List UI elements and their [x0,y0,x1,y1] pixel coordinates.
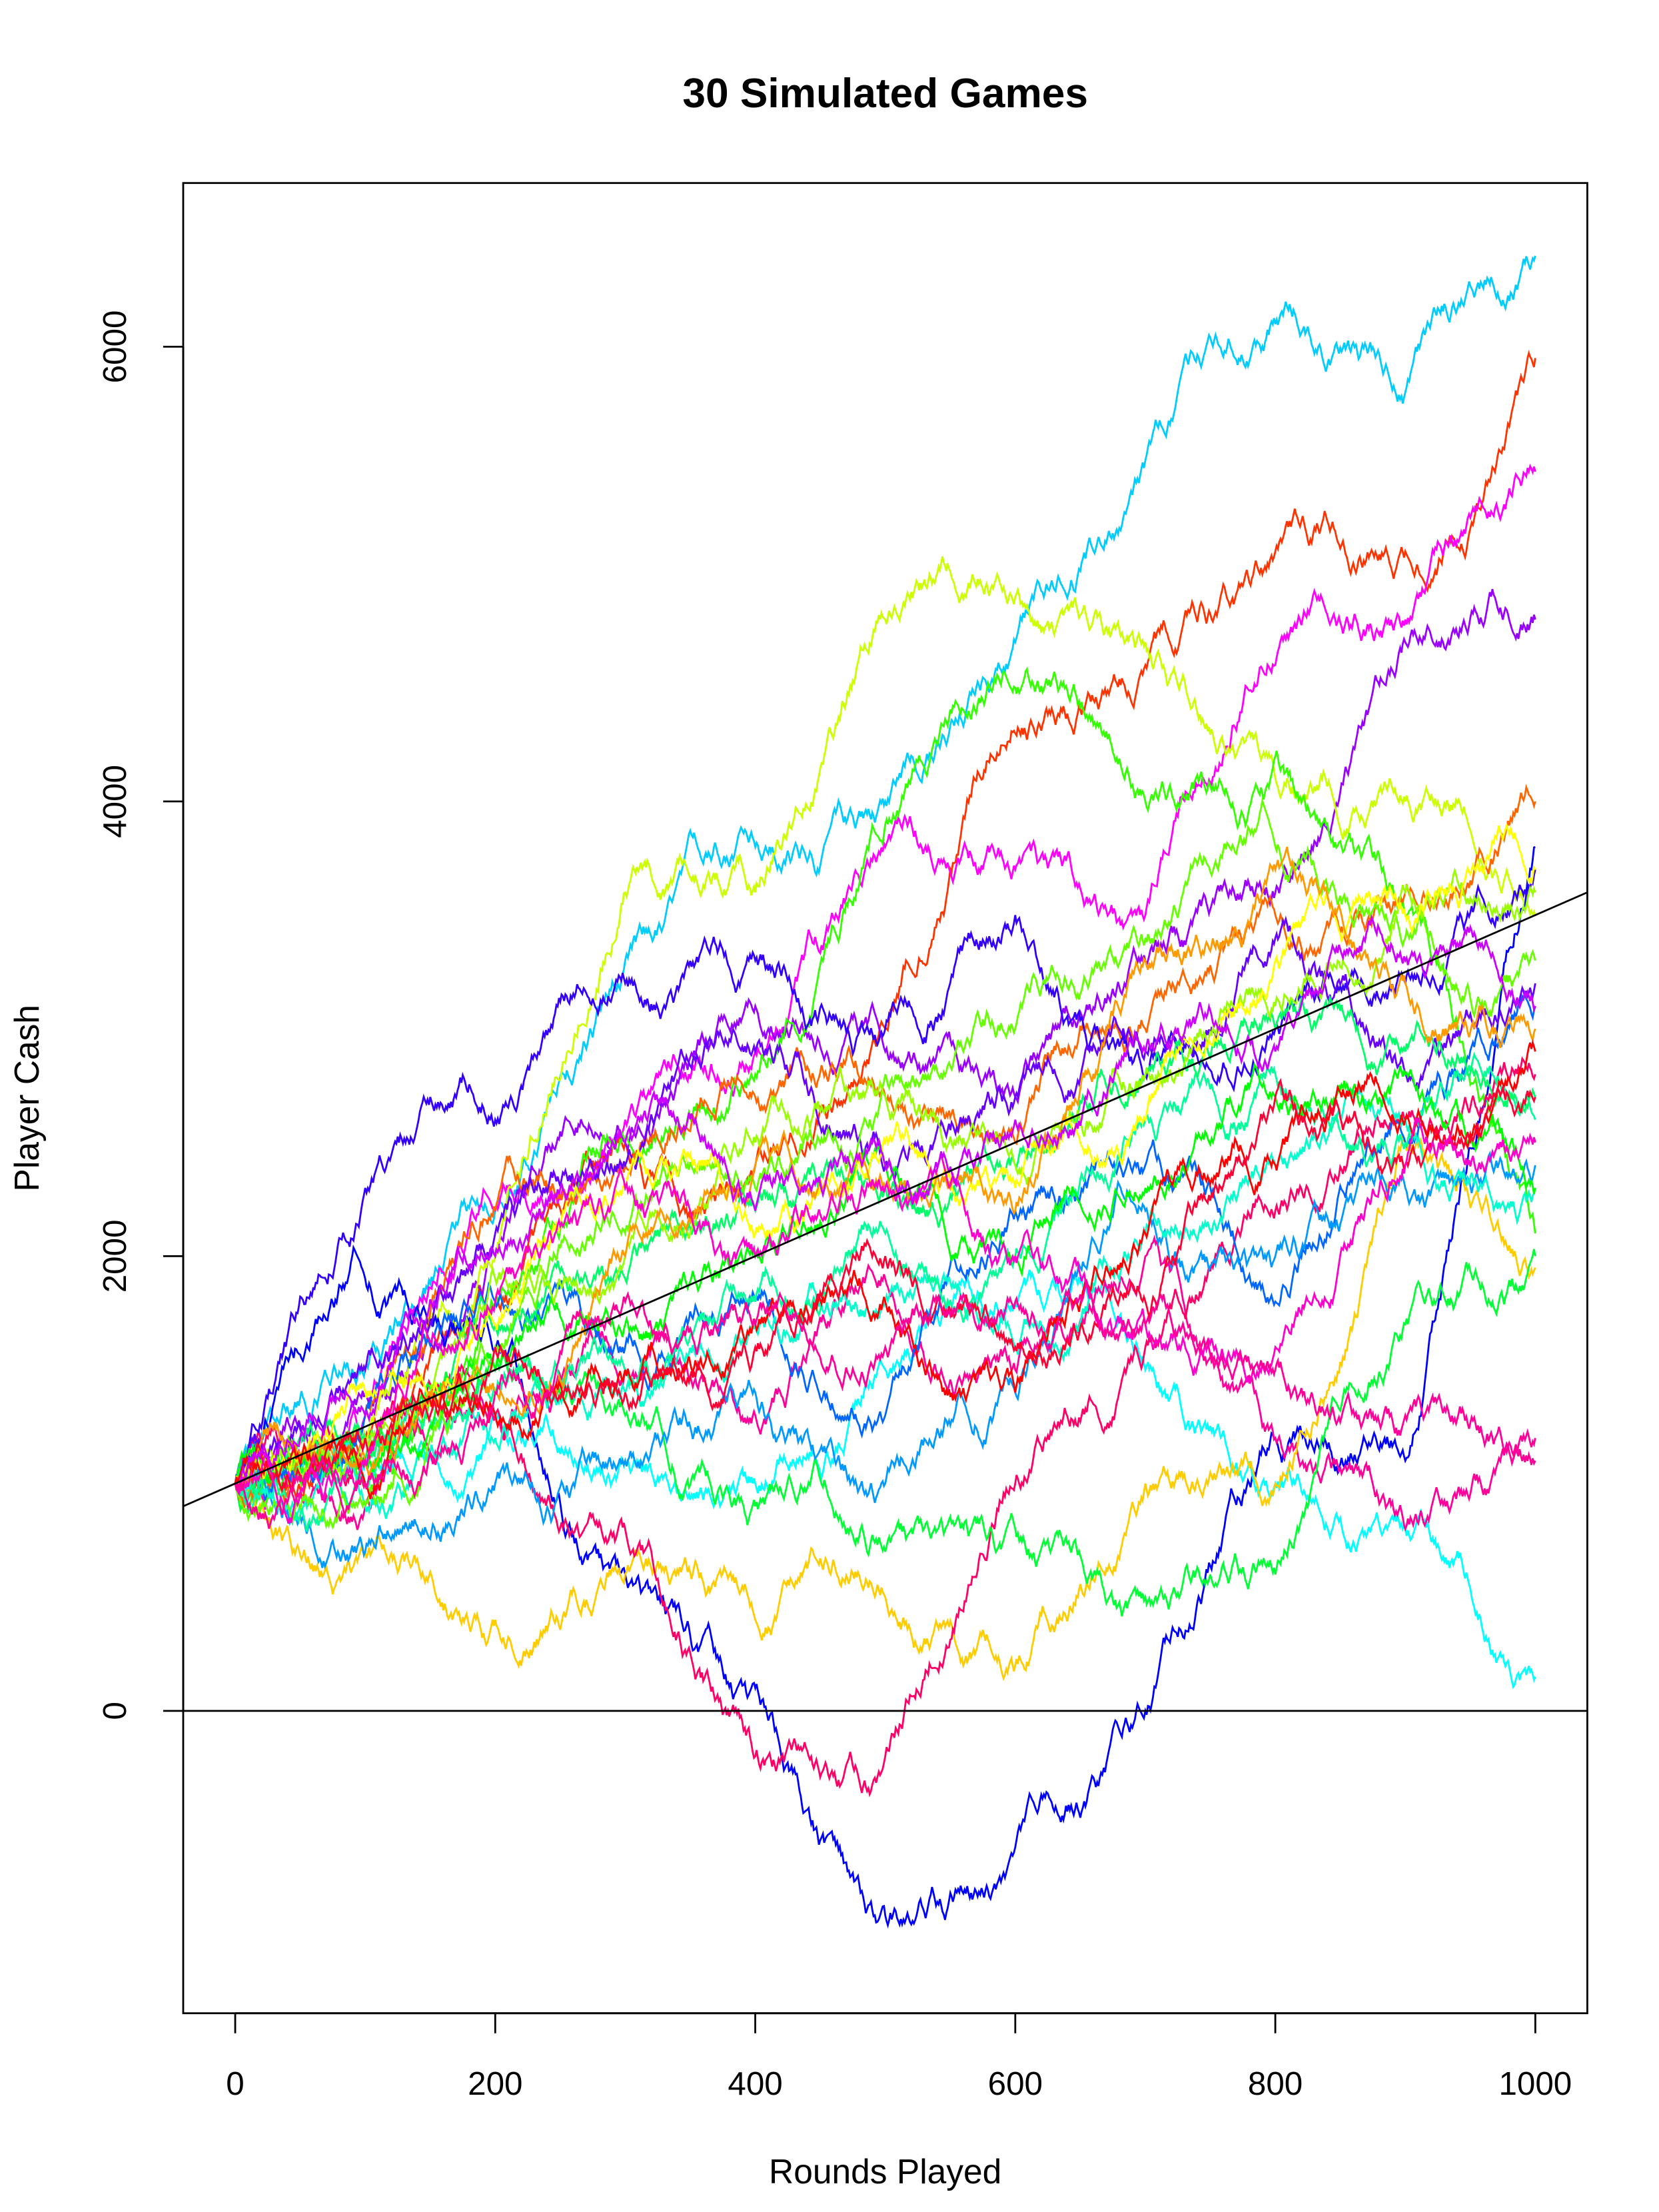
series-line-28 [234,1117,1536,1524]
series-line-1 [234,255,1536,1484]
x-tick-label: 1000 [1498,2065,1572,2102]
chart-title: 30 Simulated Games [682,71,1088,117]
series-line-7 [234,845,1536,1929]
series-line-9 [234,1234,1536,1532]
series-line-4 [234,588,1536,1498]
x-axis: 0 200 400 600 800 1000 [226,2012,1572,2102]
y-tick-label: 2000 [97,1219,133,1293]
reference-lines [183,891,1588,1712]
series-line-30 [234,1278,1536,1529]
series-line-2 [234,350,1536,1505]
series-line-27 [234,1077,1536,1496]
x-tick-label: 600 [988,2065,1043,2102]
series-line-29 [235,913,1536,1492]
trend-line [183,891,1588,1508]
y-tick-label: 4000 [97,765,133,838]
x-tick-label: 200 [468,2065,522,2102]
series-line-17 [234,1150,1536,1570]
x-tick-label: 400 [728,2065,782,2102]
series-line-6 [234,666,1536,1507]
series-line-14 [234,869,1536,1490]
series-line-12 [234,1249,1536,1617]
y-axis-label: Player Cash [7,1005,46,1192]
y-tick-label: 0 [97,1702,133,1720]
series-line-26 [234,1039,1536,1500]
x-tick-label: 0 [226,2065,244,2102]
series-line-8 [234,1269,1536,1690]
x-tick-label: 800 [1248,2065,1303,2102]
series-line-16 [234,993,1536,1500]
x-axis-label: Rounds Played [769,2152,1001,2191]
y-axis: 0 2000 4000 6000 [97,310,185,1720]
series-layer [234,255,1536,1929]
y-tick-label: 6000 [97,310,133,383]
